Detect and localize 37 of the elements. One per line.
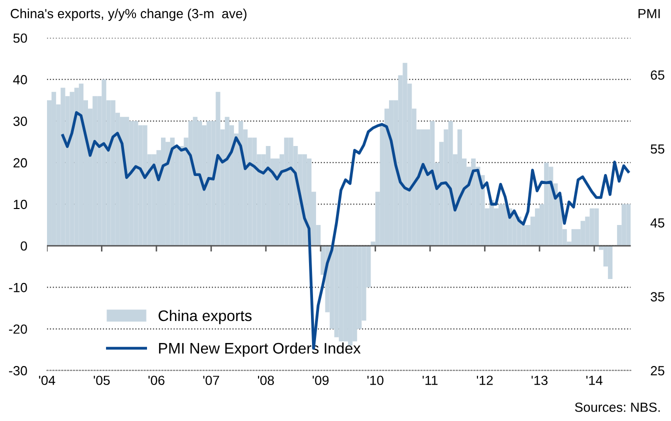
y-tick-label: -10 xyxy=(9,282,28,292)
source-note: Sources: NBS. xyxy=(575,402,660,412)
y2-tick-label: 25 xyxy=(650,366,664,376)
bar xyxy=(571,229,576,246)
legend-label: PMI New Export Orders Index xyxy=(159,342,361,357)
x-tick-label: '07 xyxy=(203,376,220,386)
y-tick-label: 10 xyxy=(14,200,28,210)
y-tick-label: 0 xyxy=(20,241,28,251)
x-tick-label: '10 xyxy=(367,376,384,386)
y-tick-label: 40 xyxy=(13,75,28,84)
y-tick-label: 50 xyxy=(13,33,28,43)
y2-tick-label: 45 xyxy=(650,218,664,228)
bar xyxy=(498,204,504,246)
y-tick-label: -20 xyxy=(9,324,28,334)
bar xyxy=(160,138,166,246)
x-tick-label: '06 xyxy=(148,376,164,386)
y2-tick-label: 65 xyxy=(650,70,664,80)
legend-label: China exports xyxy=(158,310,252,324)
x-tick-label: '14 xyxy=(586,376,602,385)
y-tick-label: -30 xyxy=(9,366,28,376)
bar xyxy=(197,121,202,246)
x-tick-label: '12 xyxy=(476,376,493,385)
x-tick-label: '08 xyxy=(258,376,274,386)
y2-tick-label: 55 xyxy=(650,144,664,154)
bar xyxy=(608,246,612,280)
bar xyxy=(420,129,426,246)
y-tick-label: 20 xyxy=(14,158,28,168)
y2-tick-label: 35 xyxy=(650,292,664,302)
x-tick-label: '13 xyxy=(532,376,548,386)
x-tick-label: '04 xyxy=(39,376,56,386)
y2-axis-title: PMI xyxy=(638,9,660,18)
x-tick-label: '09 xyxy=(312,376,329,386)
bar xyxy=(534,208,540,246)
y-axis-title: China's exports, y/y% change (3-m ave) xyxy=(10,8,246,21)
x-tick-label: '05 xyxy=(94,376,110,386)
y-tick-label: 30 xyxy=(13,116,28,126)
x-tick-label: '11 xyxy=(422,376,438,385)
